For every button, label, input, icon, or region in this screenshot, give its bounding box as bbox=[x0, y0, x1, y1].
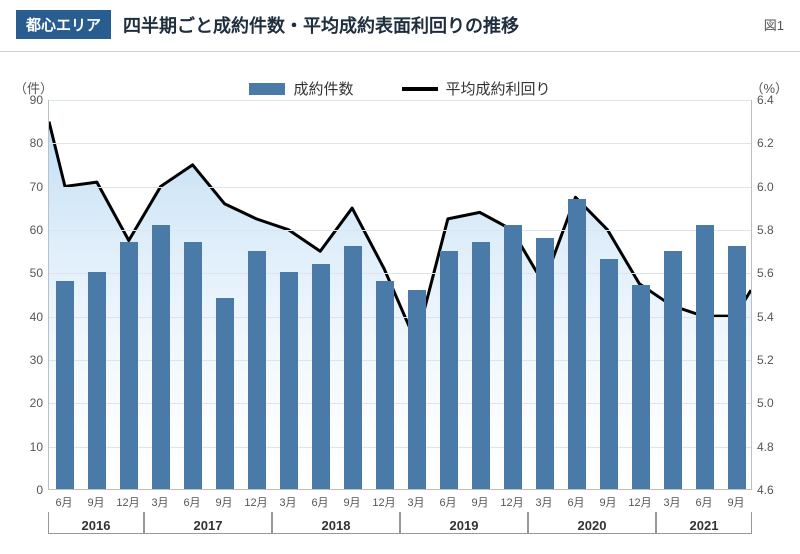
year-bracket: 2017 bbox=[144, 512, 272, 534]
year-bracket: 2016 bbox=[48, 512, 144, 534]
ytick-left: 30 bbox=[30, 353, 43, 367]
ytick-right: 6.2 bbox=[757, 136, 774, 150]
ytick-left: 40 bbox=[30, 310, 43, 324]
xtick: 6月 bbox=[55, 494, 72, 510]
xtick: 9月 bbox=[471, 494, 488, 510]
chart-header: 都心エリア 四半期ごと成約件数・平均成約表面利回りの推移 図1 bbox=[0, 0, 800, 52]
xtick: 6月 bbox=[311, 494, 328, 510]
grid-line bbox=[49, 100, 751, 101]
bar bbox=[120, 242, 138, 489]
legend-line-swatch bbox=[402, 87, 438, 91]
ytick-right: 5.2 bbox=[757, 353, 774, 367]
bar bbox=[280, 272, 298, 489]
year-bracket: 2020 bbox=[528, 512, 656, 534]
ytick-right: 4.6 bbox=[757, 483, 774, 497]
chart-container: 都心エリア 四半期ごと成約件数・平均成約表面利回りの推移 図1 （件） （%） … bbox=[0, 0, 800, 554]
bar bbox=[312, 264, 330, 489]
xtick: 9月 bbox=[343, 494, 360, 510]
grid-line bbox=[49, 143, 751, 144]
xtick: 12月 bbox=[116, 494, 139, 510]
ytick-left: 0 bbox=[36, 483, 43, 497]
year-label: 2018 bbox=[322, 518, 351, 533]
year-bracket: 2018 bbox=[272, 512, 400, 534]
bar bbox=[632, 285, 650, 489]
xtick: 12月 bbox=[500, 494, 523, 510]
bar bbox=[344, 246, 362, 489]
ytick-right: 5.6 bbox=[757, 266, 774, 280]
xtick: 3月 bbox=[535, 494, 552, 510]
legend-bar-swatch bbox=[249, 83, 285, 95]
bar bbox=[536, 238, 554, 489]
ytick-left: 50 bbox=[30, 266, 43, 280]
figure-number: 図1 bbox=[764, 15, 784, 34]
bar bbox=[56, 281, 74, 489]
xtick: 3月 bbox=[151, 494, 168, 510]
ytick-right: 6.0 bbox=[757, 180, 774, 194]
bar bbox=[728, 246, 746, 489]
xtick: 12月 bbox=[628, 494, 651, 510]
year-label: 2016 bbox=[82, 518, 111, 533]
legend-bar-label: 成約件数 bbox=[293, 78, 353, 99]
year-bracket: 2019 bbox=[400, 512, 528, 534]
year-label: 2017 bbox=[194, 518, 223, 533]
xtick: 9月 bbox=[599, 494, 616, 510]
xtick: 6月 bbox=[439, 494, 456, 510]
legend-line-label: 平均成約利回り bbox=[446, 78, 551, 99]
ytick-right: 5.0 bbox=[757, 396, 774, 410]
bar bbox=[568, 199, 586, 489]
bar bbox=[248, 251, 266, 489]
xtick: 12月 bbox=[372, 494, 395, 510]
chart-legend: 成約件数 平均成約利回り bbox=[0, 78, 800, 99]
bar bbox=[216, 298, 234, 489]
ytick-left: 60 bbox=[30, 223, 43, 237]
bar bbox=[440, 251, 458, 489]
bar bbox=[696, 225, 714, 489]
bar bbox=[152, 225, 170, 489]
bar bbox=[600, 259, 618, 489]
year-bracket: 2021 bbox=[656, 512, 752, 534]
xtick: 6月 bbox=[695, 494, 712, 510]
ytick-right: 5.4 bbox=[757, 310, 774, 324]
xtick: 3月 bbox=[279, 494, 296, 510]
bar bbox=[408, 290, 426, 489]
ytick-left: 10 bbox=[30, 440, 43, 454]
xtick: 9月 bbox=[87, 494, 104, 510]
ytick-right: 5.8 bbox=[757, 223, 774, 237]
year-label: 2021 bbox=[690, 518, 719, 533]
ytick-left: 70 bbox=[30, 180, 43, 194]
xtick: 6月 bbox=[567, 494, 584, 510]
bar bbox=[88, 272, 106, 489]
bar bbox=[184, 242, 202, 489]
chart-title: 四半期ごと成約件数・平均成約表面利回りの推移 bbox=[123, 12, 764, 38]
xtick: 3月 bbox=[663, 494, 680, 510]
x-axis-labels: 6月 9月 12月 3月 6月 9月 12月 3月 6月 9月 12月 3月 6月 9月 12月 3月 6月 9月… bbox=[48, 494, 752, 554]
year-label: 2019 bbox=[450, 518, 479, 533]
ytick-left: 80 bbox=[30, 136, 43, 150]
plot-area: 01020304050607080904.64.85.05.25.45.65.8… bbox=[48, 100, 752, 490]
bar bbox=[664, 251, 682, 489]
area-badge: 都心エリア bbox=[16, 10, 111, 39]
xtick: 9月 bbox=[727, 494, 744, 510]
year-label: 2020 bbox=[578, 518, 607, 533]
ytick-left: 20 bbox=[30, 396, 43, 410]
xtick: 12月 bbox=[244, 494, 267, 510]
ytick-right: 4.8 bbox=[757, 440, 774, 454]
bar bbox=[472, 242, 490, 489]
legend-bars: 成約件数 bbox=[249, 78, 353, 99]
bar bbox=[376, 281, 394, 489]
xtick: 6月 bbox=[183, 494, 200, 510]
grid-line bbox=[49, 187, 751, 188]
xtick: 3月 bbox=[407, 494, 424, 510]
legend-line: 平均成約利回り bbox=[402, 78, 551, 99]
ytick-right: 6.4 bbox=[757, 93, 774, 107]
xtick: 9月 bbox=[215, 494, 232, 510]
bar bbox=[504, 225, 522, 489]
ytick-left: 90 bbox=[30, 93, 43, 107]
